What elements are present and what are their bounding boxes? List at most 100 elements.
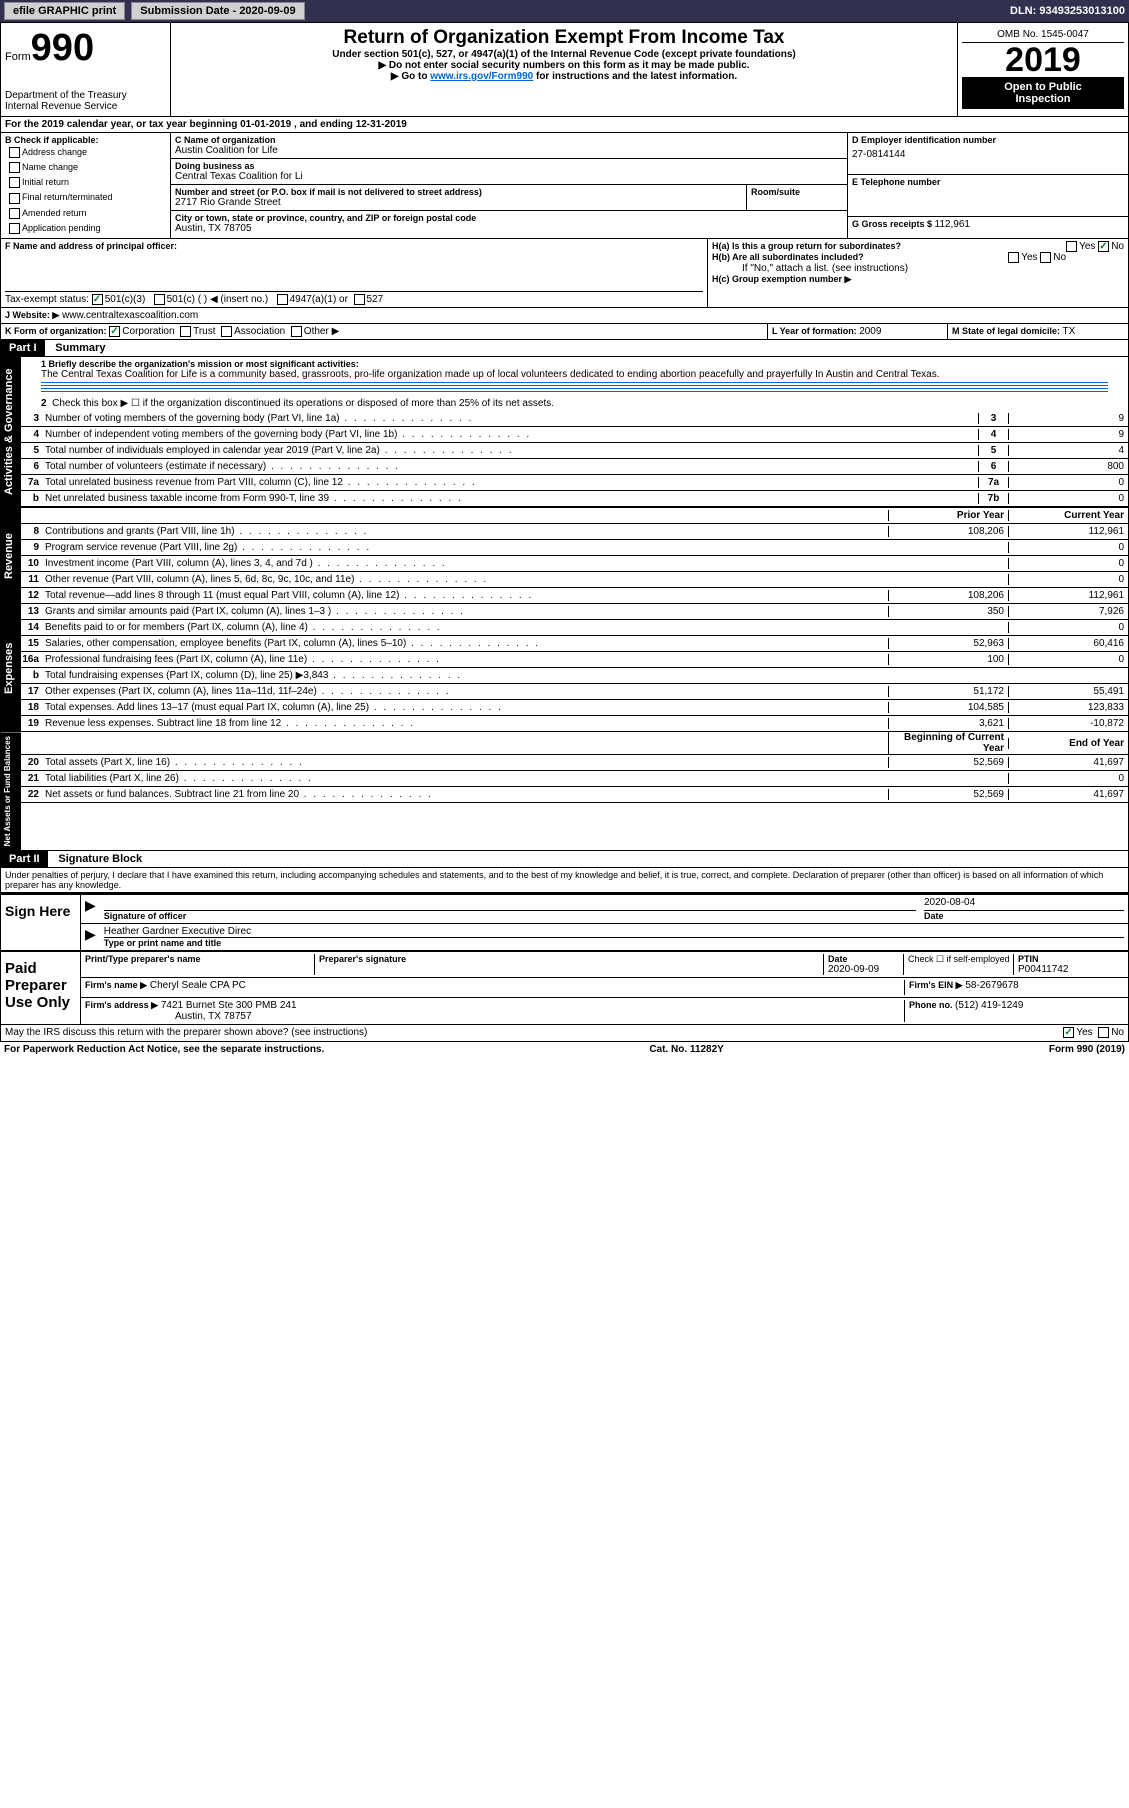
line-curr: 0 (1008, 622, 1128, 633)
box-b-label: B Check if applicable: (5, 135, 166, 145)
cb-0: Address change (22, 147, 87, 157)
firm-addr2: Austin, TX 78757 (175, 1011, 252, 1022)
line-desc: Other revenue (Part VIII, column (A), li… (43, 574, 888, 585)
line-num: 11 (21, 574, 43, 585)
line-box: 6 (978, 461, 1008, 472)
501c3-checkbox[interactable] (92, 294, 103, 305)
form-header: Form990 Department of the Treasury Inter… (0, 22, 1129, 117)
sidebar-activities: Activities & Governance (1, 357, 21, 507)
line-num: 20 (21, 757, 43, 768)
line-num: 22 (21, 789, 43, 800)
discuss-yes-checkbox[interactable] (1063, 1027, 1074, 1038)
prep-date-label: Date (828, 954, 903, 964)
line-num: b (21, 670, 43, 681)
part1-title: Summary (47, 340, 113, 356)
line-prior: 52,569 (888, 789, 1008, 800)
cb-5: Application pending (22, 223, 101, 233)
line-desc: Program service revenue (Part VIII, line… (43, 542, 888, 553)
hb-yes-checkbox[interactable] (1008, 252, 1019, 263)
hb-no-checkbox[interactable] (1040, 252, 1051, 263)
527-checkbox[interactable] (354, 294, 365, 305)
discuss-no-checkbox[interactable] (1098, 1027, 1109, 1038)
phone-label: Phone no. (909, 1000, 955, 1010)
4947-checkbox[interactable] (277, 294, 288, 305)
discuss-yes: Yes (1076, 1028, 1092, 1039)
tax-status-label: Tax-exempt status: (5, 294, 89, 305)
submission-date: Submission Date - 2020-09-09 (131, 2, 304, 20)
self-employed-check: Check ☐ if self-employed (904, 954, 1014, 975)
box-g-label: G Gross receipts $ (852, 219, 935, 229)
prep-date: 2020-09-09 (828, 964, 903, 975)
amended-return-checkbox[interactable] (9, 208, 20, 219)
box-k-label: K Form of organization: (5, 326, 107, 336)
assoc-checkbox[interactable] (221, 326, 232, 337)
line-desc: Total revenue—add lines 8 through 11 (mu… (43, 590, 888, 601)
line-curr: 112,961 (1008, 590, 1128, 601)
line-prior: 108,206 (888, 590, 1008, 601)
line-val: 4 (1008, 445, 1128, 456)
initial-return-checkbox[interactable] (9, 177, 20, 188)
hb-no: No (1053, 252, 1066, 263)
ha-yes-checkbox[interactable] (1066, 241, 1077, 252)
addr-value: 2717 Rio Grande Street (175, 197, 742, 208)
line-curr: 0 (1008, 654, 1128, 665)
ts-4: 527 (367, 294, 384, 305)
dba-label: Doing business as (175, 161, 843, 171)
line-desc: Grants and similar amounts paid (Part IX… (43, 606, 888, 617)
addr-label: Number and street (or P.O. box if mail i… (175, 187, 742, 197)
address-change-checkbox[interactable] (9, 147, 20, 158)
hb-note: If "No," attach a list. (see instruction… (712, 263, 1124, 274)
line-val: 800 (1008, 461, 1128, 472)
line-desc: Total number of individuals employed in … (43, 445, 978, 456)
line-curr: 7,926 (1008, 606, 1128, 617)
ts-2: 501(c) ( ) ◀ (insert no.) (167, 294, 269, 305)
box-c-name-label: C Name of organization (175, 135, 843, 145)
corp-checkbox[interactable] (109, 326, 120, 337)
line2-text: Check this box ▶ ☐ if the organization d… (52, 398, 554, 409)
501c-checkbox[interactable] (154, 294, 165, 305)
line-val: 9 (1008, 413, 1128, 424)
hb-label: H(b) Are all subordinates included? (712, 252, 864, 262)
firm-addr1: 7421 Burnet Ste 300 PMB 241 (161, 1000, 297, 1011)
hb-yes: Yes (1021, 252, 1037, 263)
line-desc: Total fundraising expenses (Part IX, col… (43, 670, 888, 681)
line-curr: 0 (1008, 542, 1128, 553)
line-box: 4 (978, 429, 1008, 440)
ha-no-checkbox[interactable] (1098, 241, 1109, 252)
trust-checkbox[interactable] (180, 326, 191, 337)
other-checkbox[interactable] (291, 326, 302, 337)
final-return-checkbox[interactable] (9, 193, 20, 204)
efile-print-button[interactable]: efile GRAPHIC print (4, 2, 125, 20)
ts-1: 501(c)(3) (105, 294, 146, 305)
inspect-2: Inspection (1015, 93, 1070, 105)
line-num: 10 (21, 558, 43, 569)
application-pending-checkbox[interactable] (9, 223, 20, 234)
line-desc: Contributions and grants (Part VIII, lin… (43, 526, 888, 537)
arrow-icon: ▶ (85, 926, 96, 948)
phone-value: (512) 419-1249 (955, 1000, 1023, 1011)
dba-value: Central Texas Coalition for Li (175, 171, 843, 182)
firm-name: Cheryl Seale CPA PC (150, 980, 246, 991)
arrow-icon: ▶ (85, 897, 96, 921)
sig-date-label: Date (924, 911, 1124, 921)
line-num: 19 (21, 718, 43, 729)
col-prior: Prior Year (888, 510, 1008, 521)
form990-link[interactable]: www.irs.gov/Form990 (430, 71, 533, 82)
line-desc: Salaries, other compensation, employee b… (43, 638, 888, 649)
city-label: City or town, state or province, country… (175, 213, 843, 223)
ha-no: No (1111, 241, 1124, 252)
line-desc: Benefits paid to or for members (Part IX… (43, 622, 888, 633)
sig-officer-label: Signature of officer (104, 911, 916, 921)
discuss-text: May the IRS discuss this return with the… (5, 1027, 367, 1038)
line-curr: -10,872 (1008, 718, 1128, 729)
line-num: 8 (21, 526, 43, 537)
box-m-label: M State of legal domicile: (952, 326, 1063, 336)
line-num: b (21, 493, 43, 504)
org-name: Austin Coalition for Life (175, 145, 843, 156)
line-curr: 112,961 (1008, 526, 1128, 537)
form-number: 990 (31, 27, 94, 69)
firm-name-label: Firm's name ▶ (85, 980, 147, 990)
line-num: 18 (21, 702, 43, 713)
sidebar-revenue: Revenue (1, 508, 21, 604)
name-change-checkbox[interactable] (9, 162, 20, 173)
